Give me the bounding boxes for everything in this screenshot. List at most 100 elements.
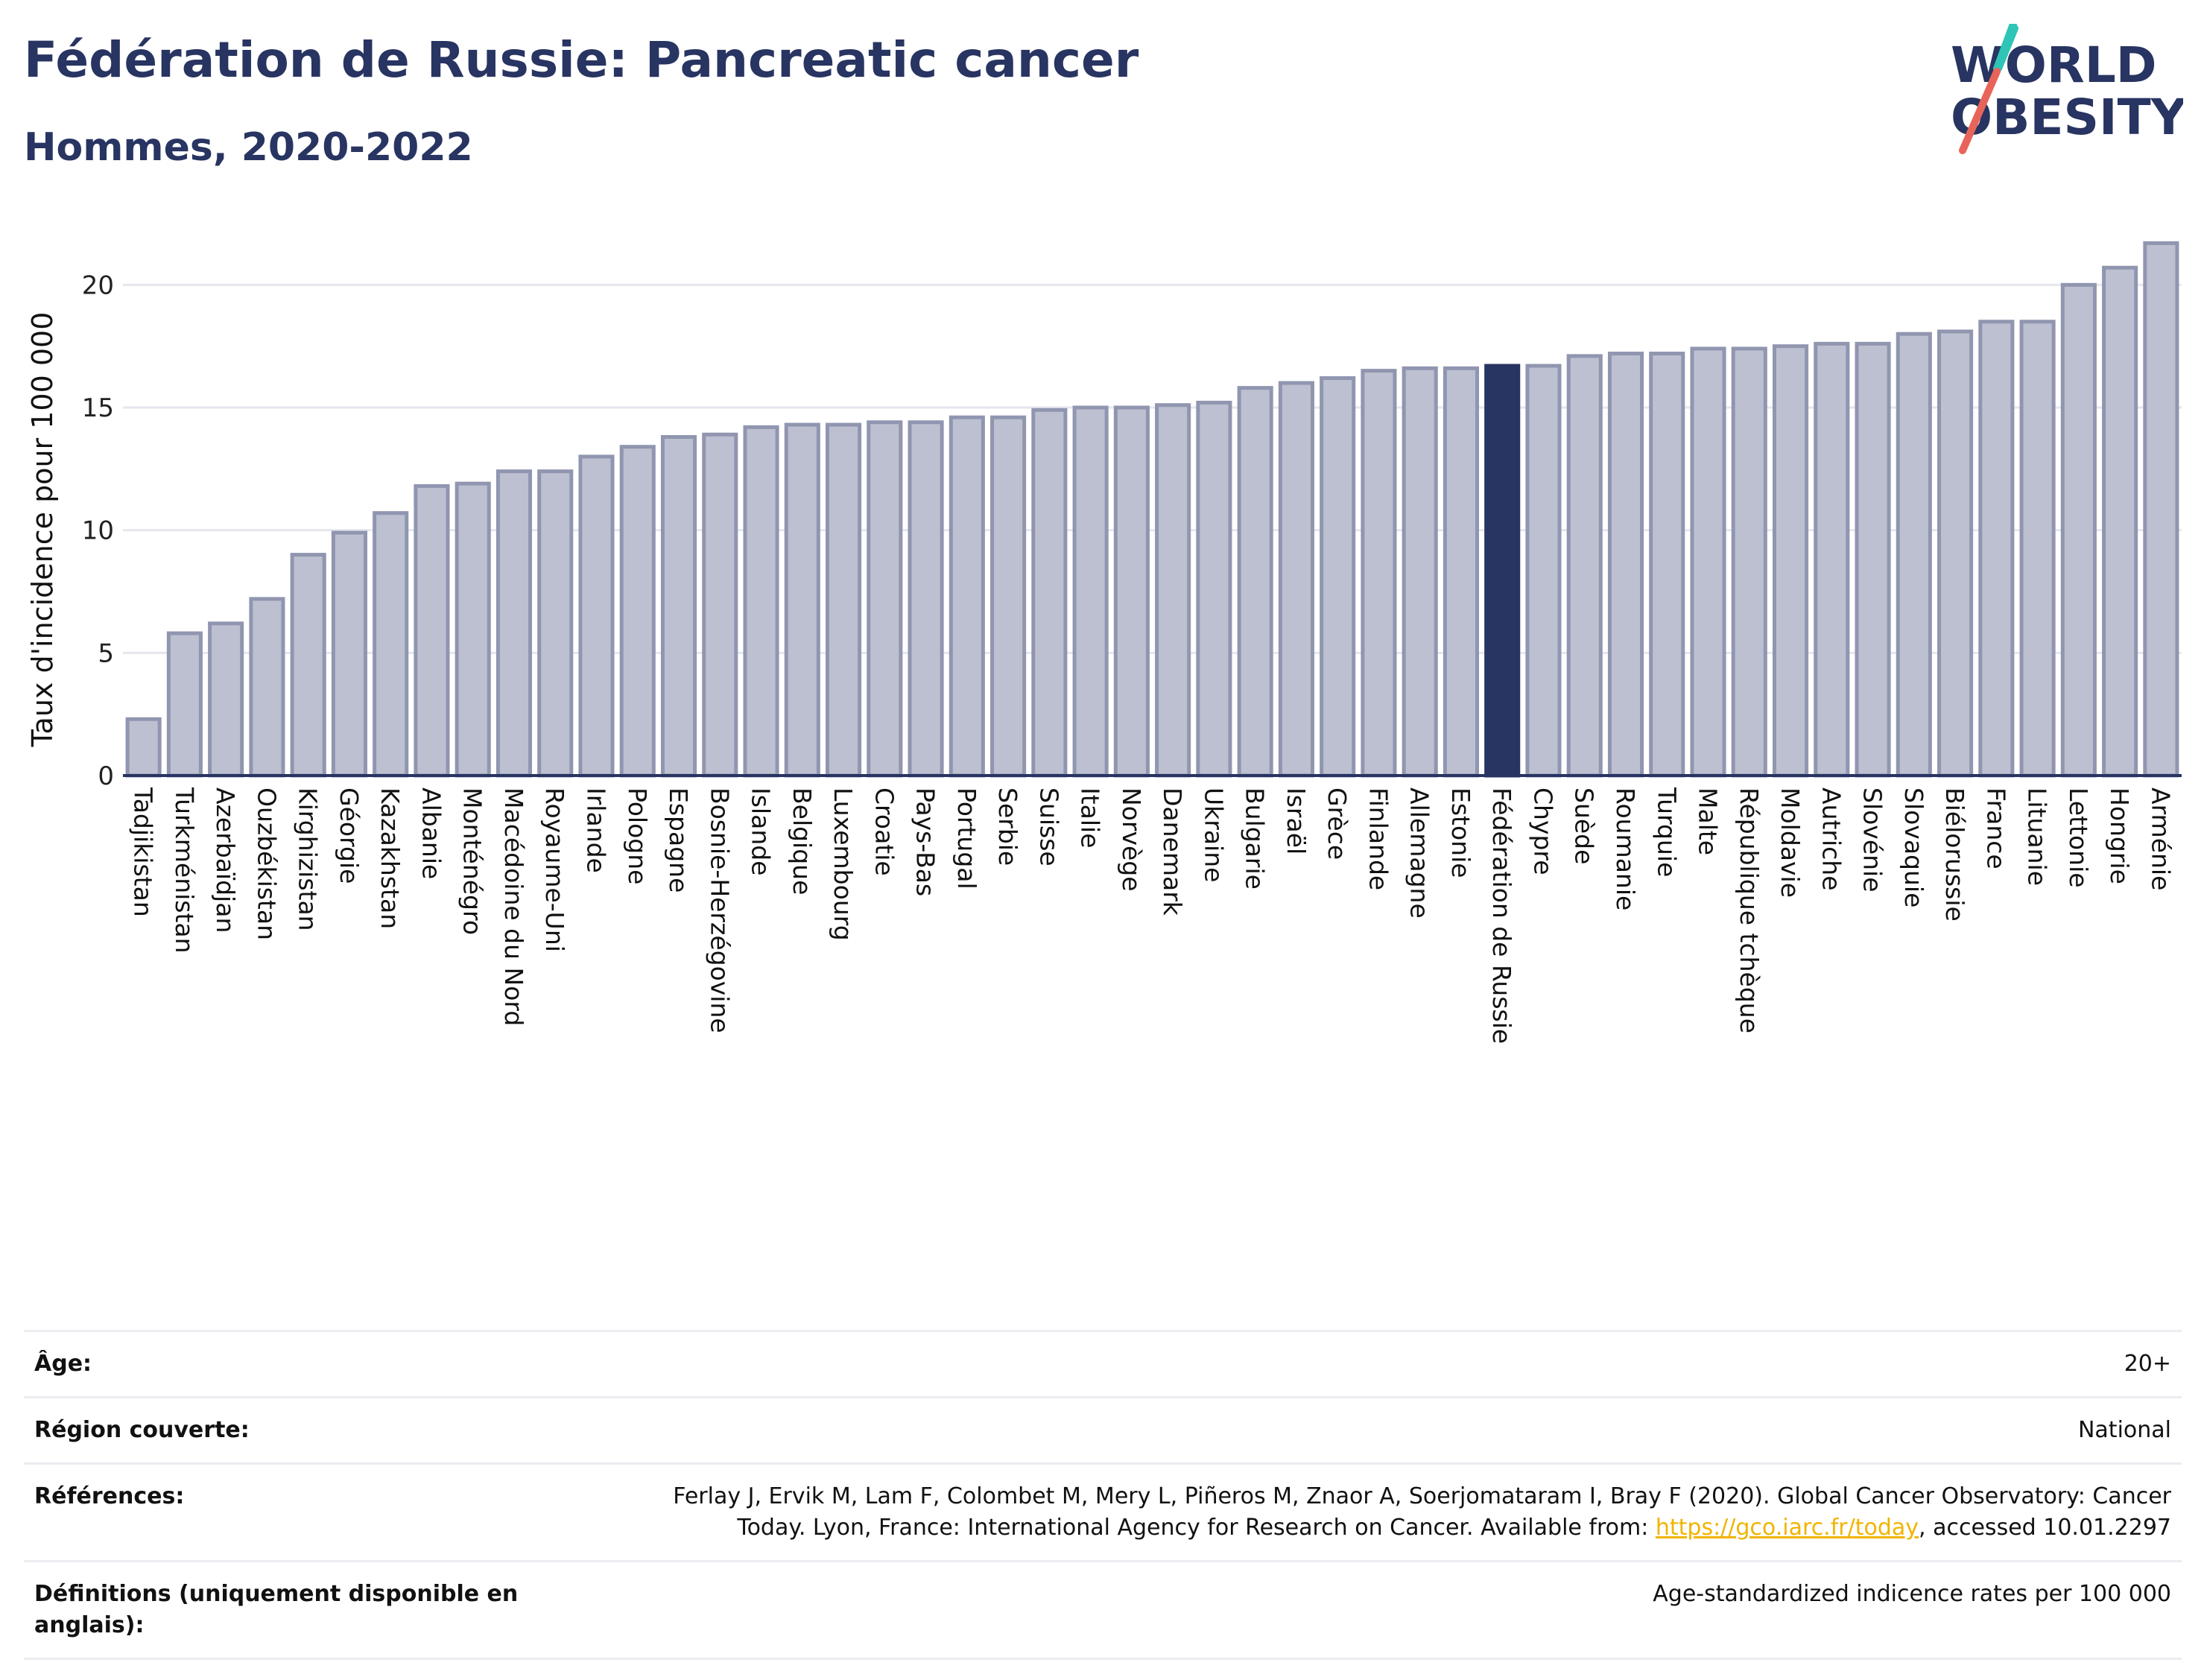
- x-tick-label: Autriche: [1817, 787, 1846, 891]
- bar: [1031, 408, 1068, 778]
- x-tick-label: Italie: [1076, 787, 1105, 849]
- bar: [1402, 366, 1438, 778]
- bar: [1566, 354, 1603, 778]
- x-tick-label: Ouzbékistan: [252, 787, 281, 940]
- x-tick-label: Norvège: [1117, 787, 1146, 892]
- bar: [1443, 366, 1480, 778]
- y-tick-label: 0: [98, 761, 114, 791]
- logo-slash-top: [1995, 25, 2018, 72]
- x-tick-label: Croatie: [870, 787, 899, 876]
- x-tick-label: Azerbaïdjan: [211, 787, 240, 933]
- references-label: Références:: [34, 1483, 185, 1509]
- bar: [2102, 265, 2138, 778]
- logo-line1: WORLD: [1951, 37, 2157, 94]
- y-axis-title: Taux d'incidence pour 100 000: [26, 312, 59, 748]
- region-value: National: [2077, 1417, 2171, 1443]
- bar: [619, 445, 656, 778]
- bar: [166, 631, 203, 778]
- bar: [2019, 320, 2056, 778]
- x-tick-label: Hongrie: [2105, 787, 2134, 884]
- references-link[interactable]: https://gco.iarc.fr/today: [1655, 1515, 1919, 1541]
- logo-slash-red: [1959, 68, 2001, 154]
- bar: [578, 454, 615, 778]
- x-tick-label: Moldavie: [1776, 787, 1805, 898]
- x-tick-label: Macédoine du Nord: [499, 787, 528, 1026]
- x-tick-label: Lituanie: [2023, 787, 2052, 886]
- bar: [290, 553, 326, 778]
- x-tick-label: Belgique: [788, 787, 817, 895]
- logo-line2: OBESITY: [1951, 89, 2183, 146]
- x-tick-label: Géorgie: [335, 787, 364, 884]
- bar: [2143, 241, 2179, 778]
- region-label: Région couverte:: [34, 1417, 250, 1443]
- x-tick-label: Finlande: [1364, 787, 1393, 890]
- bar: [784, 422, 820, 778]
- bar: [1320, 375, 1356, 778]
- bar: [1649, 352, 1685, 778]
- x-tick-label: Danemark: [1158, 787, 1187, 916]
- x-tick-label: Slovaquie: [1899, 787, 1928, 907]
- bar: [825, 422, 862, 778]
- bar: [702, 432, 738, 778]
- x-tick-label: Kazakhstan: [376, 787, 405, 929]
- x-tick-label: Roumanie: [1611, 787, 1640, 910]
- bar: [1937, 329, 1974, 778]
- x-tick-label: Portugal: [952, 787, 981, 890]
- bar: [1731, 346, 1767, 778]
- x-tick-label: Tadjikistan: [129, 787, 158, 917]
- bar: [1155, 403, 1191, 778]
- x-tick-label: Albanie: [417, 787, 446, 879]
- x-tick-label: Bulgarie: [1241, 787, 1270, 890]
- x-tick-label: Malte: [1694, 787, 1723, 855]
- bar: [660, 435, 697, 778]
- x-tick-label: Royaume-Uni: [540, 787, 569, 952]
- references-value: Ferlay J, Ervik M, Lam F, Colombet M, Me…: [607, 1481, 2171, 1544]
- x-tick-label: Kirghizistan: [294, 787, 323, 931]
- bar: [249, 597, 285, 778]
- bar: [2060, 282, 2097, 778]
- bar: [1772, 344, 1809, 778]
- x-tick-label: Fédération de Russie: [1487, 787, 1516, 1044]
- bar: [1361, 369, 1397, 778]
- info-row-age: Âge: 20+: [24, 1330, 2182, 1396]
- bar: [1690, 346, 1726, 778]
- chart-title: Fédération de Russie: Pancreatic cancer: [24, 31, 1139, 89]
- x-tick-label: Pologne: [623, 787, 652, 884]
- bar: [743, 425, 779, 778]
- info-row-region: Région couverte: National: [24, 1396, 2182, 1462]
- x-tick-label: Biélorussie: [1940, 787, 1969, 922]
- bar: [908, 420, 944, 778]
- info-row-definitions: Définitions (uniquement disponible en an…: [24, 1560, 2182, 1660]
- x-tick-label: Ukraine: [1199, 787, 1228, 882]
- bar: [331, 530, 367, 778]
- x-tick-label: Slovénie: [1858, 787, 1887, 893]
- x-tick-label: Israël: [1282, 787, 1311, 855]
- age-label: Âge:: [34, 1351, 92, 1377]
- bar: [949, 415, 985, 778]
- bar: [1525, 364, 1562, 778]
- bar: [125, 717, 162, 778]
- x-tick-label: Grèce: [1323, 787, 1352, 860]
- bar: [1278, 381, 1314, 778]
- x-tick-label: Arménie: [2146, 787, 2175, 890]
- x-tick-label: Suède: [1570, 787, 1599, 864]
- y-tick-label: 15: [82, 393, 114, 423]
- chart-subtitle: Hommes, 2020-2022: [24, 125, 473, 170]
- world-obesity-logo: WORLD OBESITY: [1951, 24, 2183, 154]
- age-value: 20+: [2124, 1351, 2171, 1377]
- definitions-label: Définitions (uniquement disponible en an…: [34, 1581, 519, 1638]
- x-tick-label: Suisse: [1034, 787, 1063, 866]
- bar: [1814, 341, 1850, 778]
- x-tick-label: Pays-Bas: [911, 787, 940, 896]
- info-table: Âge: 20+ Région couverte: National Référ…: [24, 1330, 2182, 1660]
- y-tick-label: 10: [82, 516, 114, 546]
- x-tick-label: Serbie: [993, 787, 1022, 866]
- x-tick-label: Monténégro: [458, 787, 487, 935]
- bar: [1896, 332, 1932, 778]
- bar: [1237, 386, 1273, 778]
- bar: [495, 469, 533, 778]
- x-tick-label: Bosnie-Herzégovine: [705, 787, 734, 1033]
- bar: [1072, 405, 1109, 778]
- x-tick-label: Turkménistan: [170, 787, 199, 954]
- bar: [990, 415, 1027, 778]
